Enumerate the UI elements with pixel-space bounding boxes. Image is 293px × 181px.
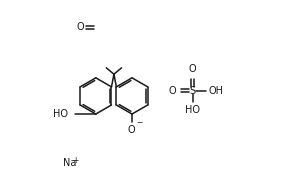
Text: O: O (168, 85, 176, 96)
Text: O: O (189, 64, 197, 74)
Text: OH: OH (208, 85, 223, 96)
Text: O: O (77, 22, 84, 32)
Text: Na: Na (63, 158, 76, 168)
Text: S: S (190, 85, 196, 96)
Text: O: O (127, 125, 135, 135)
Text: +: + (73, 156, 79, 165)
Text: HO: HO (185, 105, 200, 115)
Text: HO: HO (53, 109, 68, 119)
Text: −: − (136, 118, 142, 127)
